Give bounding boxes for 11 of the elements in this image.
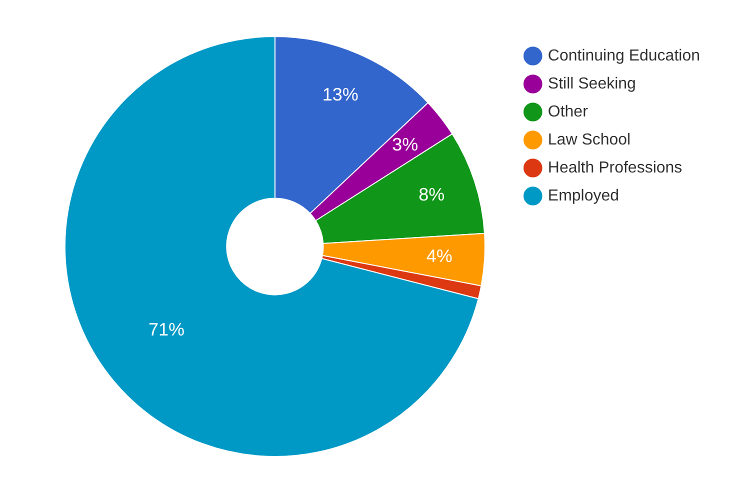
legend-label: Continuing Education	[548, 47, 700, 64]
legend-label: Other	[548, 103, 589, 120]
data-label: 13%	[322, 84, 358, 104]
legend-label: Law School	[548, 131, 631, 148]
data-label: 8%	[418, 184, 445, 205]
data-label: 71%	[148, 320, 185, 340]
legend-label: Employed	[548, 187, 620, 204]
data-label: 3%	[392, 134, 418, 155]
legend-label: Still Seeking	[548, 75, 636, 92]
data-label: 4%	[426, 246, 452, 266]
legend-label: Health Professions	[548, 159, 682, 176]
